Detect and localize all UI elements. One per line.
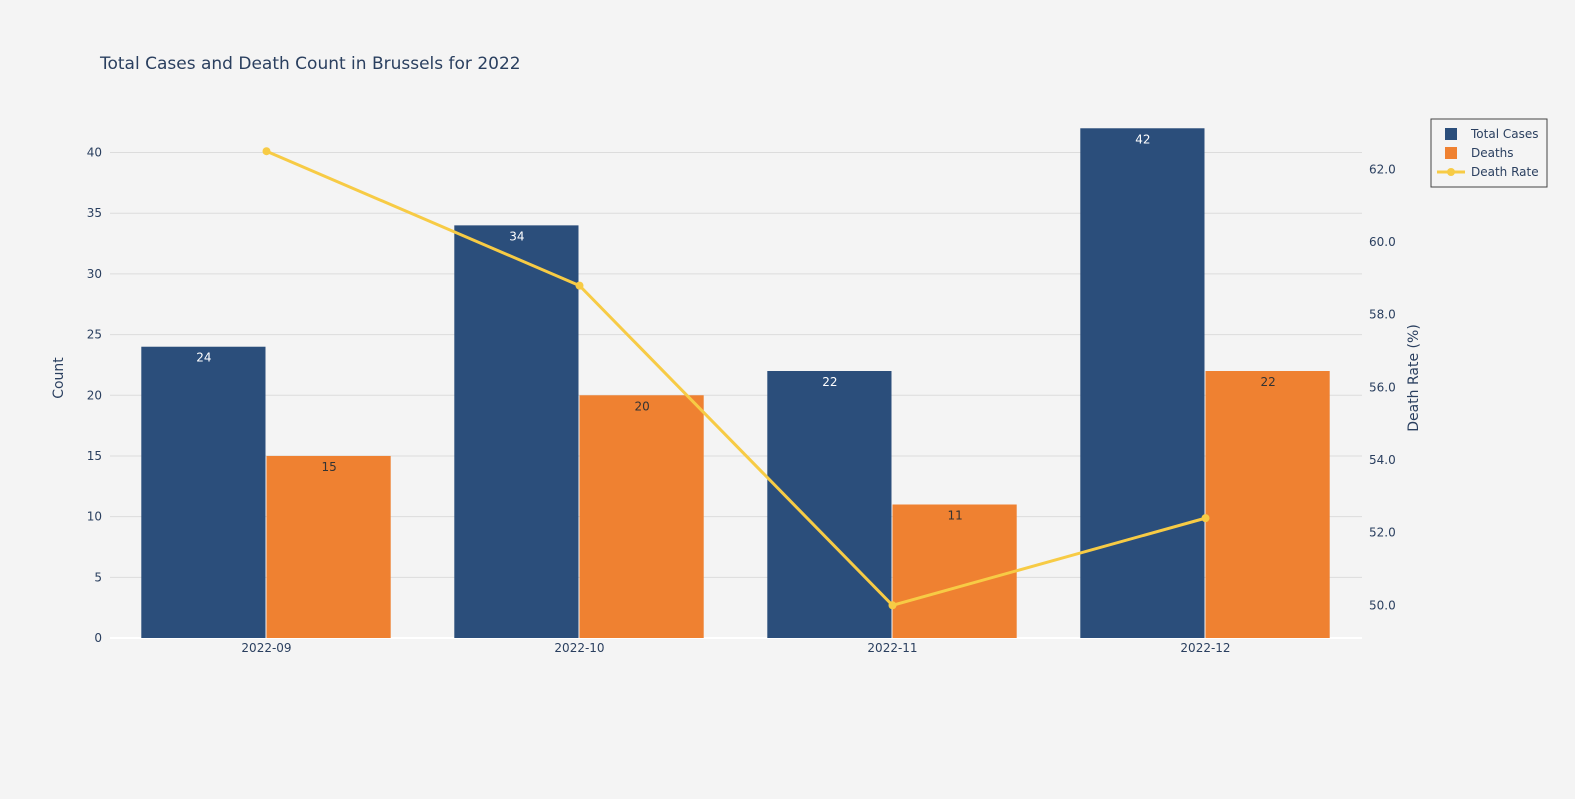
line-death-rate [265,149,1206,607]
y2-tick-label: 60.0 [1369,235,1396,249]
x-tick-label: 2022-12 [1180,641,1230,655]
y-tick-label: 5 [94,570,102,584]
y-tick-label: 30 [87,267,102,281]
y2-tick-label: 52.0 [1369,526,1396,540]
legend-swatch [1445,147,1457,159]
y-axis-title: Count [51,357,67,399]
chart-title: Total Cases and Death Count in Brussels … [99,54,521,74]
line-point [575,281,584,290]
y2-tick-label: 50.0 [1369,598,1396,612]
y-tick-label: 40 [87,146,102,160]
bar-data-label: 20 [634,399,649,413]
bar-total-cases [767,371,892,638]
y2-tick-label: 58.0 [1369,308,1396,322]
bar-deaths [266,455,391,638]
x-tick-label: 2022-11 [867,641,917,655]
bar-data-label: 22 [1260,375,1275,389]
bar-data-label: 24 [196,351,211,365]
axis-ticks: 0 5 10 15 20 25 30 35 40 50.0 52.0 54.0 56.0 58.0 60.0… [87,146,1396,655]
line-point [1201,514,1210,523]
bar-data-label: 11 [947,509,962,523]
y2-tick-label: 56.0 [1369,380,1396,394]
legend[interactable]: Total Cases Deaths Death Rate [1430,118,1548,188]
x-tick-label: 2022-09 [241,641,291,655]
legend-label: Death Rate [1471,165,1539,179]
y-tick-label: 20 [87,388,102,402]
bar-data-label: 22 [822,375,837,389]
bar-data-label: 15 [321,460,336,474]
bar-data-label: 42 [1135,132,1150,146]
legend-marker [1447,168,1455,176]
legend-label: Total Cases [1470,127,1538,141]
y-tick-label: 10 [87,510,102,524]
x-tick-label: 2022-10 [554,641,604,655]
bar-total-cases [1080,128,1205,639]
bar-total-cases [454,225,579,638]
line-series [262,147,1210,610]
line-point [262,147,271,156]
y-tick-label: 15 [87,449,102,463]
y-tick-label: 0 [94,631,102,645]
y-tick-label: 35 [87,206,102,220]
bar-deaths [579,395,704,638]
y2-tick-label: 54.0 [1369,453,1396,467]
legend-label: Deaths [1471,146,1514,160]
bar-series: 24 34 22 42 15 20 11 22 [141,128,1330,639]
legend-swatch [1445,128,1457,140]
bar-deaths [1205,371,1330,638]
y2-tick-label: 62.0 [1369,162,1396,176]
y2-axis-title: Death Rate (%) [1406,324,1422,432]
y-tick-label: 25 [87,328,102,342]
bar-data-label: 34 [509,229,524,243]
bar-deaths [892,504,1017,638]
bar-total-cases [141,346,266,638]
line-point [888,601,897,610]
